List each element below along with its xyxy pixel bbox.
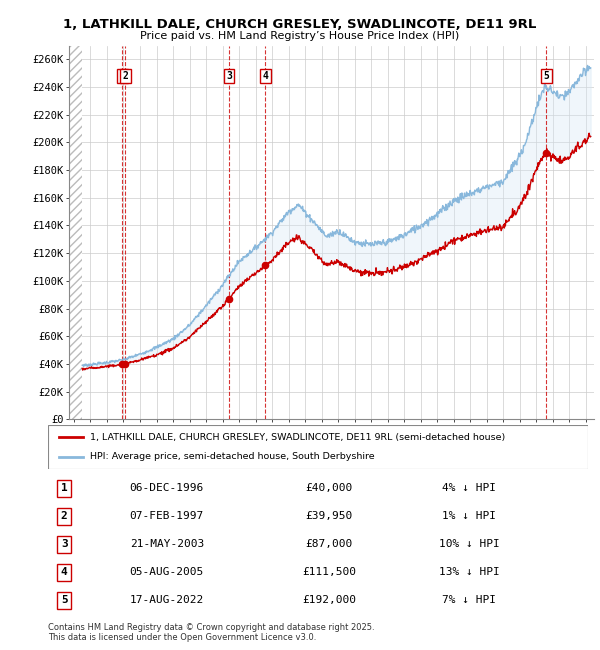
- Text: 1, LATHKILL DALE, CHURCH GRESLEY, SWADLINCOTE, DE11 9RL: 1, LATHKILL DALE, CHURCH GRESLEY, SWADLI…: [64, 18, 536, 31]
- Text: 4% ↓ HPI: 4% ↓ HPI: [442, 484, 496, 493]
- Text: 1, LATHKILL DALE, CHURCH GRESLEY, SWADLINCOTE, DE11 9RL (semi-detached house): 1, LATHKILL DALE, CHURCH GRESLEY, SWADLI…: [90, 432, 505, 441]
- Text: £111,500: £111,500: [302, 567, 356, 577]
- Text: 4: 4: [262, 71, 268, 81]
- Text: Price paid vs. HM Land Registry’s House Price Index (HPI): Price paid vs. HM Land Registry’s House …: [140, 31, 460, 40]
- Text: 4: 4: [61, 567, 68, 577]
- Text: 1: 1: [119, 71, 125, 81]
- Text: 10% ↓ HPI: 10% ↓ HPI: [439, 540, 500, 549]
- Text: HPI: Average price, semi-detached house, South Derbyshire: HPI: Average price, semi-detached house,…: [90, 452, 375, 462]
- Text: £40,000: £40,000: [305, 484, 352, 493]
- Text: £192,000: £192,000: [302, 595, 356, 605]
- Text: 3: 3: [226, 71, 232, 81]
- Text: 05-AUG-2005: 05-AUG-2005: [130, 567, 204, 577]
- Text: 13% ↓ HPI: 13% ↓ HPI: [439, 567, 500, 577]
- FancyBboxPatch shape: [48, 425, 588, 469]
- Text: 7% ↓ HPI: 7% ↓ HPI: [442, 595, 496, 605]
- Text: 21-MAY-2003: 21-MAY-2003: [130, 540, 204, 549]
- Text: 5: 5: [61, 595, 68, 605]
- Text: 5: 5: [544, 71, 550, 81]
- Bar: [69, 46, 82, 419]
- Text: 2: 2: [122, 71, 128, 81]
- Text: 1: 1: [61, 484, 68, 493]
- Text: 2: 2: [61, 512, 68, 521]
- Text: 06-DEC-1996: 06-DEC-1996: [130, 484, 204, 493]
- Text: £87,000: £87,000: [305, 540, 352, 549]
- Text: 07-FEB-1997: 07-FEB-1997: [130, 512, 204, 521]
- Text: £39,950: £39,950: [305, 512, 352, 521]
- Text: Contains HM Land Registry data © Crown copyright and database right 2025.
This d: Contains HM Land Registry data © Crown c…: [48, 623, 374, 642]
- Text: 17-AUG-2022: 17-AUG-2022: [130, 595, 204, 605]
- Text: 3: 3: [61, 540, 68, 549]
- Text: 1% ↓ HPI: 1% ↓ HPI: [442, 512, 496, 521]
